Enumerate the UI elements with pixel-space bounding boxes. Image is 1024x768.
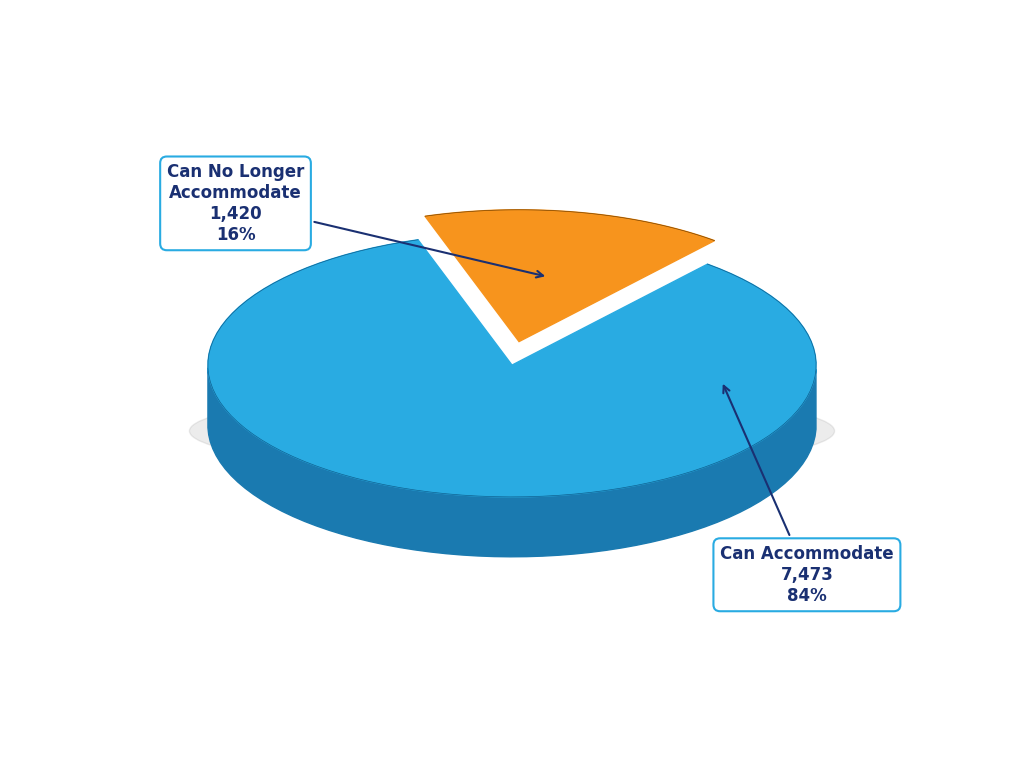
Text: Can No Longer
Accommodate
1,420
16%: Can No Longer Accommodate 1,420 16% [167,163,543,277]
Ellipse shape [189,392,835,471]
Text: Department of Education: Department of Education [369,728,655,750]
Polygon shape [425,210,715,342]
Polygon shape [208,368,816,557]
Text: Can Accommodate
7,473
84%: Can Accommodate 7,473 84% [720,386,894,604]
Text: Based on Teachers: Based on Teachers [340,64,684,98]
Text: Absorptive Capacity of Public Junior High Schools:: Absorptive Capacity of Public Junior Hig… [47,22,977,57]
Polygon shape [208,240,816,497]
Text: 23: 23 [965,728,993,750]
